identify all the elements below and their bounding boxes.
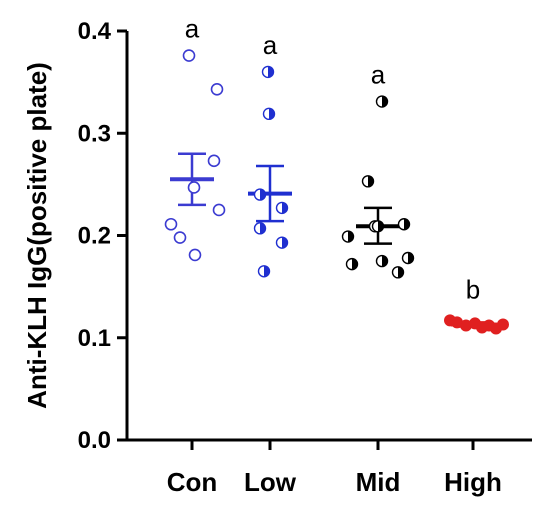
data-point [261,65,275,79]
data-point [375,254,389,268]
data-point [173,231,187,244]
data-point [164,217,178,231]
y-tick-label: 0.0 [78,427,111,454]
data-point [187,181,201,194]
data-point [253,222,267,235]
data-point [257,265,271,278]
significance-letter: a [371,60,386,90]
error-bars [170,152,495,328]
data-point [207,154,221,168]
x-category-label: High [444,467,502,497]
data-points [164,49,509,335]
data-point [345,257,359,271]
significance-letter: a [263,30,278,60]
axes [125,31,532,442]
labels: Con Low Mid High Anti-KLH IgG(positive plate… [22,14,502,497]
data-point [497,318,509,331]
data-point [210,82,224,96]
data-point [262,107,276,121]
y-tick-label: 0.3 [78,120,111,147]
x-category-label: Mid [356,467,401,497]
y-tick-label: 0.4 [78,18,112,45]
data-point [275,236,289,249]
data-point [397,218,411,231]
x-category-label: Con [167,467,218,497]
data-point [391,266,405,279]
data-point [401,251,415,265]
x-category-label: Low [244,467,297,497]
data-point [341,230,355,243]
data-point [182,49,196,62]
y-tick-label: 0.2 [78,223,111,250]
data-point [371,220,385,233]
data-point [275,201,289,215]
y-ticks: 0.0 0.1 0.2 0.3 0.4 [78,18,475,454]
data-point [212,203,226,217]
data-point [361,175,375,188]
significance-letter: a [185,14,200,44]
data-point [253,188,267,201]
y-tick-label: 0.1 [78,325,111,352]
y-axis-title: Anti-KLH IgG(positive plate) [22,62,52,409]
data-point [375,95,389,108]
significance-letter: b [466,274,480,304]
data-point [188,248,202,262]
